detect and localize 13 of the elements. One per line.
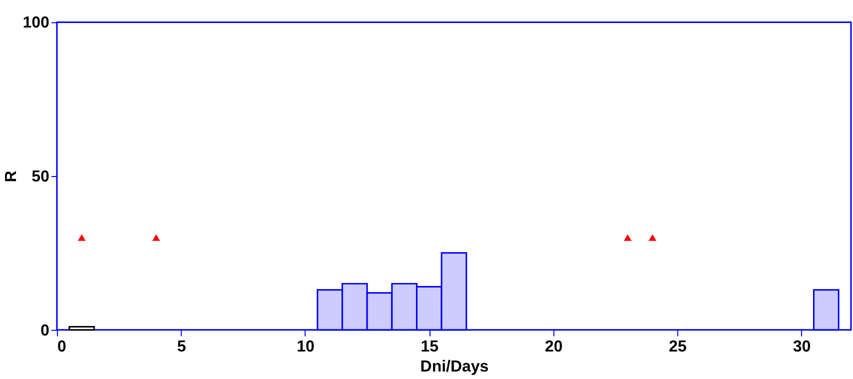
x-tick-label: 15 — [420, 338, 439, 356]
y-tick-label: 100 — [22, 14, 50, 32]
y-tick-label: 50 — [32, 168, 50, 186]
y-axis-title: R — [2, 170, 20, 182]
x-tick-label: 20 — [544, 338, 563, 356]
x-tick-label: 30 — [792, 338, 811, 356]
x-tick-label: 0 — [57, 338, 66, 356]
x-tick-label: 25 — [668, 338, 687, 356]
x-tick-label: 5 — [177, 338, 186, 356]
y-tick-label: 0 — [40, 322, 50, 340]
x-tick-label: 10 — [296, 338, 315, 356]
bar — [68, 326, 95, 331]
x-axis-title: Dni/Days — [420, 358, 489, 376]
